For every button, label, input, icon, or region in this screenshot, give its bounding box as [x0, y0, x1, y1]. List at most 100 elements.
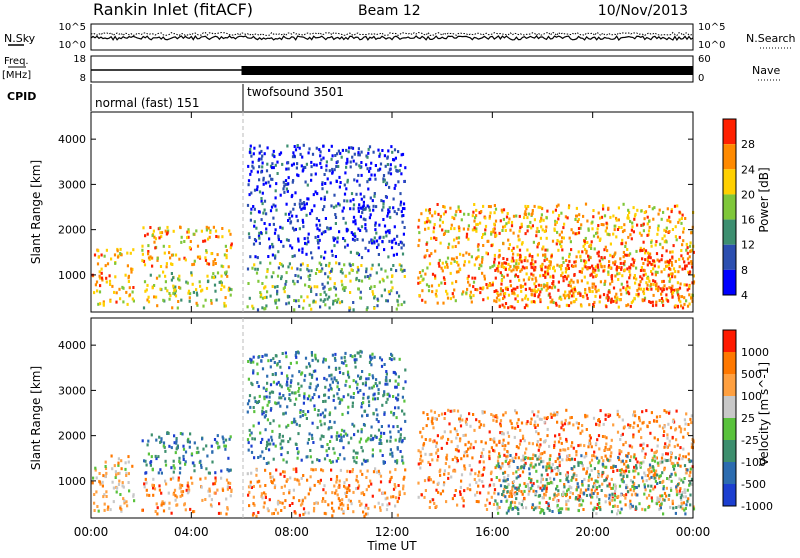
- power-cell-r5: [680, 283, 682, 286]
- velocity-cell-r5: [448, 422, 450, 425]
- power-cell-r4: [328, 228, 330, 231]
- power-cell-r1: [228, 265, 230, 268]
- power-cell-r6: [687, 305, 689, 308]
- velocity-cell-r4: [381, 365, 383, 368]
- power-cell-r1: [212, 260, 214, 263]
- power-cell-r5: [614, 296, 616, 299]
- velocity-cell-r5: [672, 436, 674, 439]
- power-cell-r6: [531, 259, 533, 262]
- velocity-cell-r5: [432, 440, 434, 443]
- power-cell-r3: [335, 261, 337, 264]
- velocity-cell-r5: [564, 449, 566, 452]
- power-cell-r5: [557, 289, 559, 292]
- power-cell-r4: [311, 165, 313, 168]
- velocity-cell-r6: [617, 456, 619, 459]
- velocity-cell-r3: [389, 480, 391, 483]
- power-cell-r4: [331, 250, 333, 253]
- velocity-cell-r6: [594, 484, 596, 487]
- velocity-cell-r5: [419, 467, 421, 470]
- power-cell-r4: [360, 193, 362, 196]
- power-cell-r5: [542, 246, 544, 249]
- velocity-cell-r5: [689, 418, 691, 421]
- velocity-cell-r0: [122, 481, 124, 484]
- power-cell-r4: [369, 178, 371, 181]
- power-cell-r6: [663, 288, 665, 291]
- velocity-cell-r5: [489, 502, 491, 505]
- velocity-cell-r5: [639, 419, 641, 422]
- power-cell-r3: [401, 303, 403, 306]
- power-cell-r4: [382, 206, 384, 209]
- power-cell-r6: [570, 301, 572, 304]
- power-cell-r5: [447, 297, 449, 300]
- velocity-cell-r4: [311, 461, 313, 464]
- velocity-cell-r4: [401, 410, 403, 413]
- velocity-cell-r0: [119, 507, 121, 510]
- velocity-cell-r4: [374, 435, 376, 438]
- velocity-cell-r4: [317, 414, 319, 417]
- power-cell-r3: [387, 299, 389, 302]
- power-cell-r5: [456, 237, 458, 240]
- velocity-cell-r6: [508, 465, 510, 468]
- power-cell-r6: [661, 297, 663, 300]
- velocity-cell-r1: [155, 455, 157, 458]
- power-cell-r6: [652, 259, 654, 262]
- power-cell-r5: [544, 253, 546, 256]
- power-cell-r4: [388, 186, 390, 189]
- velocity-cell-r4: [253, 410, 255, 413]
- power-cell-r3: [332, 300, 334, 303]
- power-cell-r1: [204, 256, 206, 259]
- power-cell-r4: [342, 237, 344, 240]
- power-cell-r4: [394, 210, 396, 213]
- power-cell-r4: [365, 207, 367, 210]
- velocity-cell-r5: [442, 490, 444, 493]
- power-cell-r4: [319, 154, 321, 157]
- power-cell-r4: [322, 145, 324, 148]
- velocity-cell-r4: [287, 387, 289, 390]
- velocity-cell-r4: [348, 376, 350, 379]
- power-cell-r5: [618, 266, 620, 269]
- power-cell-r5: [559, 233, 561, 236]
- velocity-cell-r3: [293, 468, 295, 471]
- power-cell-r5: [594, 295, 596, 298]
- power-cell-r3: [328, 296, 330, 299]
- power-cell-r0: [105, 277, 107, 280]
- velocity-cell-r4: [316, 458, 318, 461]
- power-cell-r4: [393, 198, 395, 201]
- velocity-cell-r2: [230, 490, 232, 493]
- velocity-cell-r5: [634, 414, 636, 417]
- power-cell-r0: [95, 283, 97, 286]
- velocity-cell-r5: [684, 491, 686, 494]
- power-cell-r4: [292, 181, 294, 184]
- power-cell-r6: [648, 256, 650, 259]
- power-cell-r3: [333, 286, 335, 289]
- power-cell-r3: [269, 262, 271, 265]
- velocity-cell-r5: [575, 450, 577, 453]
- power-cell-r5: [521, 243, 523, 246]
- velocity-cell-r4: [259, 395, 261, 398]
- power-cell-r6: [502, 304, 504, 307]
- power-cell-r5: [651, 245, 653, 248]
- velocity-cell-r3: [294, 478, 296, 481]
- power-cell-r4: [328, 149, 330, 152]
- velocity-cell-r5: [523, 482, 525, 485]
- velocity-cell-r4: [383, 390, 385, 393]
- power-cell-r5: [493, 223, 495, 226]
- velocity-cell-r3: [341, 502, 343, 505]
- velocity-cell-r4: [293, 418, 295, 421]
- velocity-cell-r5: [469, 446, 471, 449]
- power-cell-r5: [521, 298, 523, 301]
- velocity-cell-r4: [328, 426, 330, 429]
- velocity-cell-r3: [361, 473, 363, 476]
- power-cell-r4: [308, 147, 310, 150]
- velocity-cell-r6: [575, 474, 577, 477]
- power-cell-r4: [260, 171, 262, 174]
- velocity-cell-r5: [514, 436, 516, 439]
- velocity-cell-r4: [306, 456, 308, 459]
- power-cell-r1: [188, 231, 190, 234]
- power-cell-r5: [455, 299, 457, 302]
- power-cell-r2: [146, 284, 148, 287]
- velocity-cell-r5: [478, 420, 480, 423]
- velocity-cell-r4: [343, 430, 345, 433]
- power-cell-r4: [305, 181, 307, 184]
- velocity-cell-r1: [173, 434, 175, 437]
